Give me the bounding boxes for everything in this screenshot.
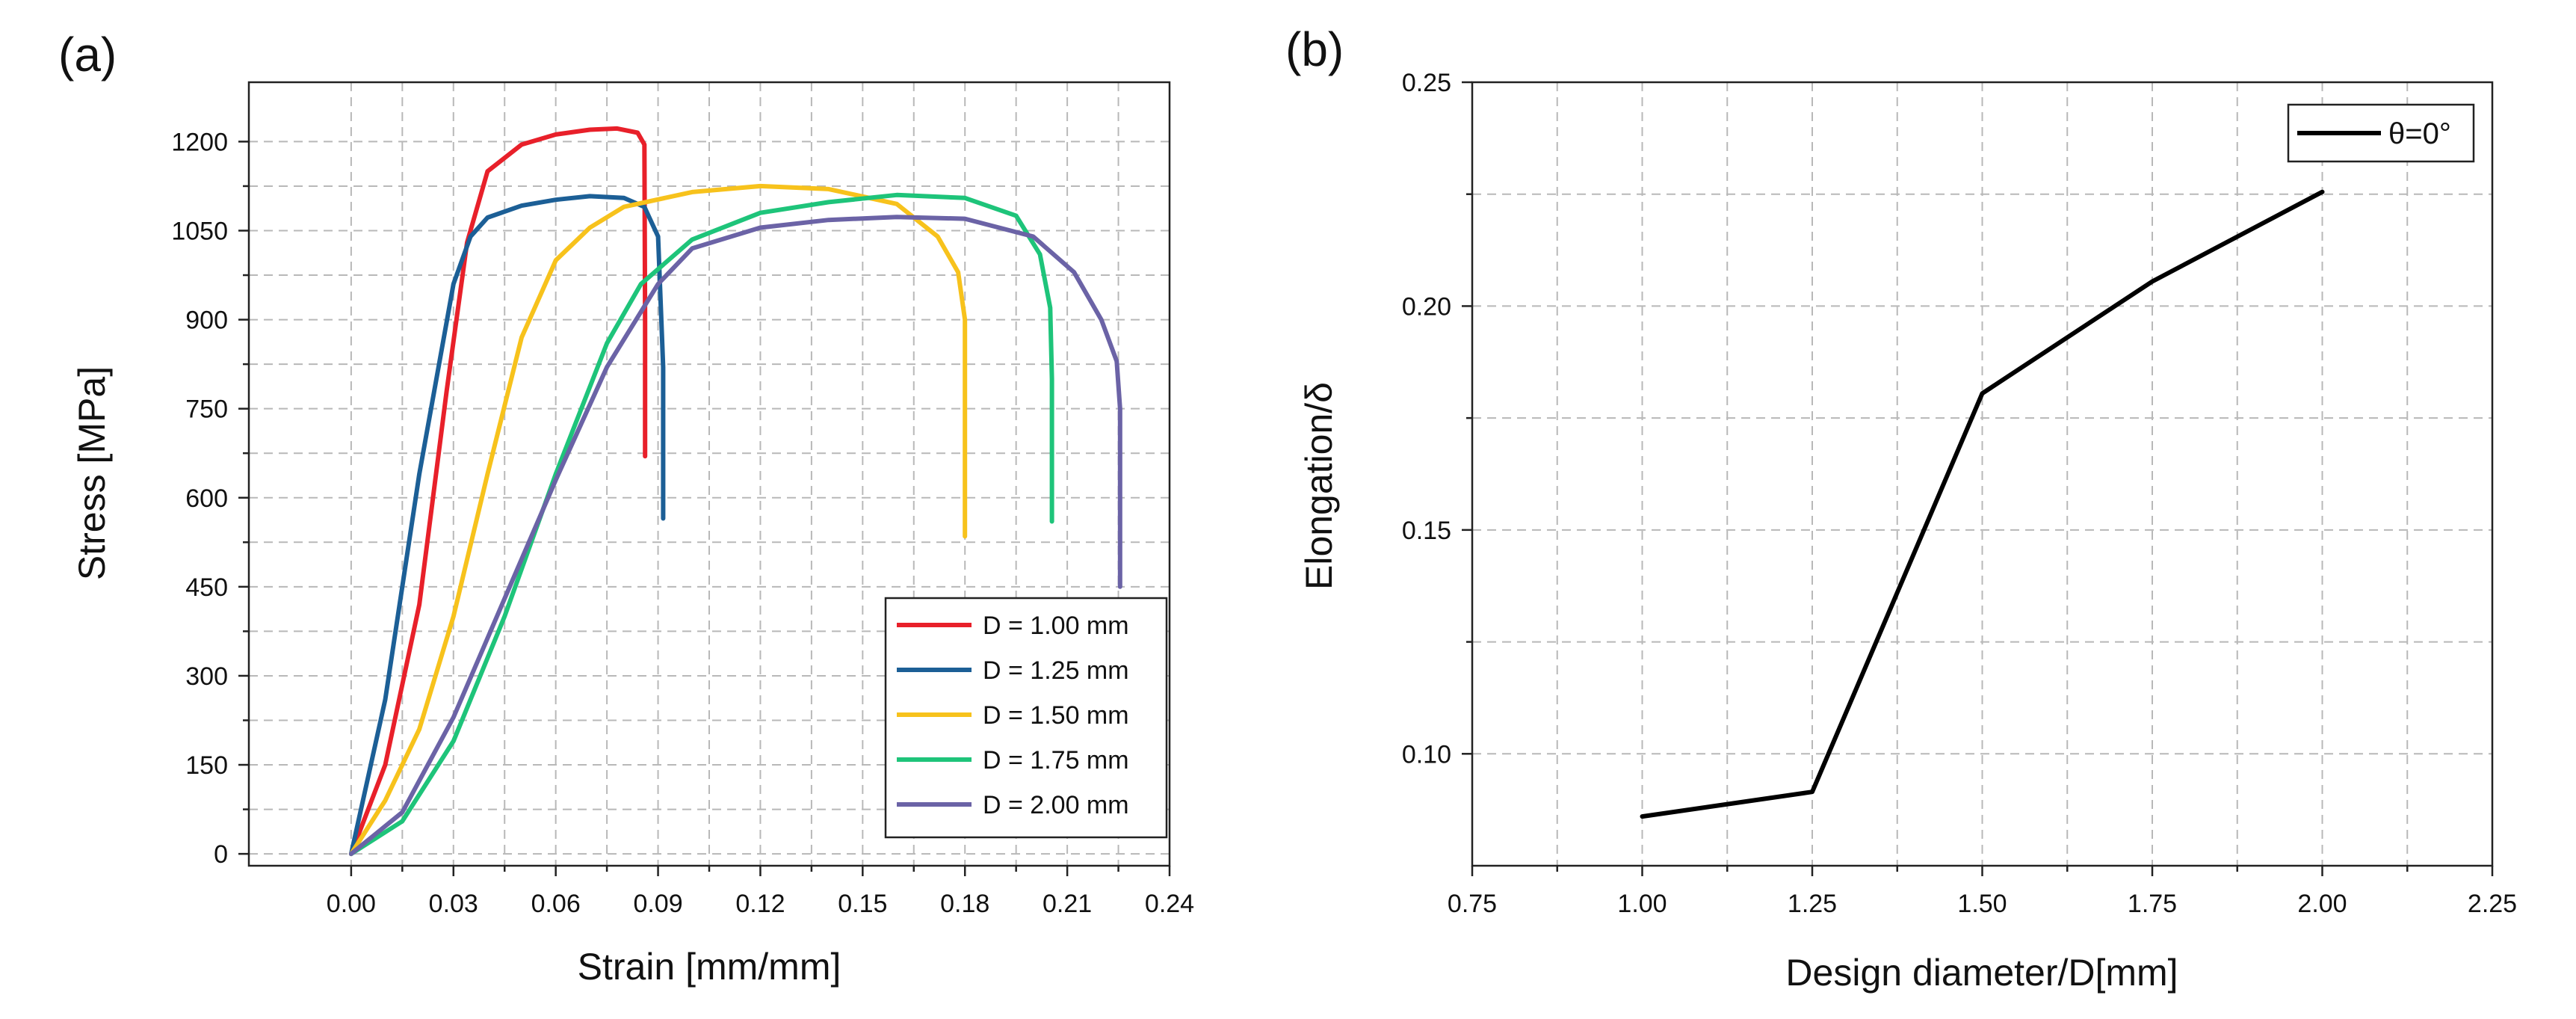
- chart-b-x-tick-label: 1.50: [1957, 890, 2007, 918]
- chart-a-legend-label-5: D = 2.00 mm: [983, 791, 1129, 819]
- chart-a-series-line-5: [348, 215, 1122, 857]
- chart-b-series-line-1: [1640, 189, 2325, 819]
- chart-a-y-axis-title: Stress [MPa]: [71, 366, 113, 580]
- chart-a-series-line-3: [348, 183, 968, 857]
- chart-b-panel: (b) 0.75 1.00 1.25 1.50 1.75 2.00 2.25 0.10 0.15…: [1285, 22, 2517, 994]
- chart-a-series-group: [348, 126, 1122, 857]
- chart-a-x-tick-label: 0.18: [940, 890, 989, 918]
- chart-a-x-tick-label: 0.15: [838, 890, 887, 918]
- chart-b-y-tick-label: 0.25: [1402, 69, 1451, 97]
- chart-a-x-tick-label: 0.09: [633, 890, 682, 918]
- chart-a-y-tick-label: 600: [185, 484, 228, 513]
- chart-a-legend-label-2: D = 1.25 mm: [983, 656, 1129, 685]
- chart-b-x-axis-title: Design diameter/D[mm]: [1785, 952, 2178, 994]
- chart-a-series-line-4: [348, 192, 1054, 857]
- chart-a-y-tick-label: 150: [185, 751, 228, 780]
- chart-a-y-tick-label: 300: [185, 662, 228, 691]
- chart-b-legend: θ=0°: [2287, 103, 2475, 163]
- chart-a-y-tick-label: 1050: [171, 217, 228, 245]
- chart-b-x-tick-label: 2.25: [2468, 890, 2517, 918]
- chart-a-panel: (a) 0.00 0.03 0.06 0.09 0.12 0.15 0.18 0.21 0.24…: [58, 28, 1194, 988]
- chart-b-panel-label: (b): [1285, 22, 1344, 76]
- chart-a-x-tick-label: 0.21: [1043, 890, 1092, 918]
- chart-a-legend: D = 1.00 mm D = 1.25 mm D = 1.50 mm D = …: [884, 597, 1168, 839]
- chart-a-legend-label-3: D = 1.50 mm: [983, 701, 1129, 730]
- chart-a-x-axis-title: Strain [mm/mm]: [578, 946, 841, 988]
- chart-b-x-tick-label: 1.00: [1617, 890, 1667, 918]
- chart-b-x-tick-label: 2.00: [2297, 890, 2347, 918]
- chart-a-legend-label-1: D = 1.00 mm: [983, 612, 1129, 640]
- chart-a-legend-box: [884, 597, 1168, 839]
- chart-a-x-tick-label: 0.00: [327, 890, 376, 918]
- chart-a-y-tick-label: 750: [185, 395, 228, 424]
- chart-a-y-tick-label: 450: [185, 573, 228, 602]
- chart-b-y-axis-title: Elongation/δ: [1298, 382, 1340, 590]
- chart-a-x-tick-label: 0.06: [531, 890, 581, 918]
- chart-a-x-tick-label: 0.24: [1145, 890, 1194, 918]
- chart-a-x-tick-label: 0.12: [735, 890, 785, 918]
- chart-a-y-tick-label: 900: [185, 307, 228, 335]
- chart-a-series-line-1: [348, 126, 648, 857]
- chart-b-gridlines: [1472, 82, 2492, 866]
- chart-a-ticks: 0.00 0.03 0.06 0.09 0.12 0.15 0.18 0.21 0.24 0 150…: [171, 128, 1194, 918]
- chart-a-series-line-2: [348, 194, 666, 857]
- chart-b-series-group: [1640, 189, 2325, 819]
- chart-b-y-tick-label: 0.20: [1402, 292, 1451, 321]
- chart-a-x-tick-label: 0.03: [429, 890, 478, 918]
- chart-a-y-tick-label: 0: [214, 840, 228, 869]
- chart-a-legend-label-4: D = 1.75 mm: [983, 746, 1129, 775]
- chart-b-legend-label-1: θ=0°: [2388, 117, 2451, 150]
- chart-b-y-tick-label: 0.15: [1402, 517, 1451, 545]
- chart-b-x-tick-label: 1.25: [1788, 890, 1837, 918]
- chart-b-y-tick-label: 0.10: [1402, 740, 1451, 769]
- chart-a-y-tick-label: 1200: [171, 128, 228, 156]
- chart-b-x-tick-label: 1.75: [2128, 890, 2177, 918]
- chart-a-panel-label: (a): [58, 28, 117, 81]
- chart-b-x-tick-label: 0.75: [1448, 890, 1497, 918]
- chart-b-ticks: 0.75 1.00 1.25 1.50 1.75 2.00 2.25 0.10 0.15 0.20…: [1402, 69, 2517, 918]
